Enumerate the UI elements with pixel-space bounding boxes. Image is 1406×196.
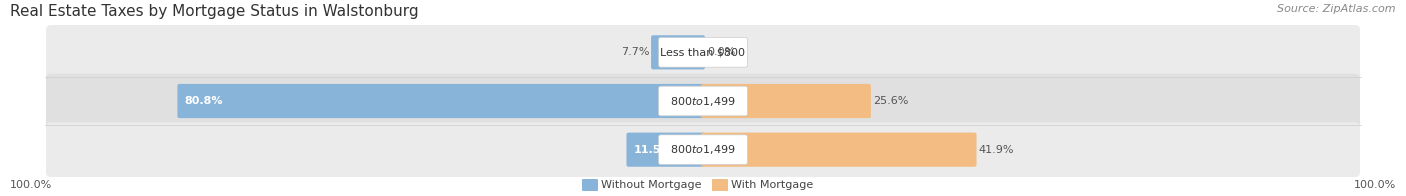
FancyBboxPatch shape bbox=[658, 135, 748, 164]
FancyBboxPatch shape bbox=[46, 74, 1360, 128]
Text: 100.0%: 100.0% bbox=[10, 180, 52, 190]
Text: $800 to $1,499: $800 to $1,499 bbox=[671, 143, 735, 156]
FancyBboxPatch shape bbox=[46, 122, 1360, 177]
FancyBboxPatch shape bbox=[702, 132, 977, 167]
FancyBboxPatch shape bbox=[582, 179, 598, 191]
Text: $800 to $1,499: $800 to $1,499 bbox=[671, 94, 735, 107]
Text: 80.8%: 80.8% bbox=[184, 96, 224, 106]
Text: 25.6%: 25.6% bbox=[873, 96, 908, 106]
FancyBboxPatch shape bbox=[177, 84, 704, 118]
FancyBboxPatch shape bbox=[658, 86, 748, 116]
FancyBboxPatch shape bbox=[658, 37, 748, 67]
Text: Less than $800: Less than $800 bbox=[661, 47, 745, 57]
Text: Without Mortgage: Without Mortgage bbox=[600, 180, 702, 190]
Text: With Mortgage: With Mortgage bbox=[731, 180, 813, 190]
Text: 11.5%: 11.5% bbox=[634, 145, 672, 155]
FancyBboxPatch shape bbox=[627, 132, 704, 167]
FancyBboxPatch shape bbox=[46, 25, 1360, 80]
FancyBboxPatch shape bbox=[702, 84, 870, 118]
Text: 0.0%: 0.0% bbox=[707, 47, 735, 57]
Text: 7.7%: 7.7% bbox=[620, 47, 650, 57]
Text: Source: ZipAtlas.com: Source: ZipAtlas.com bbox=[1278, 4, 1396, 14]
Text: Real Estate Taxes by Mortgage Status in Walstonburg: Real Estate Taxes by Mortgage Status in … bbox=[10, 4, 419, 19]
FancyBboxPatch shape bbox=[651, 35, 704, 69]
Text: 100.0%: 100.0% bbox=[1354, 180, 1396, 190]
Text: 41.9%: 41.9% bbox=[979, 145, 1014, 155]
FancyBboxPatch shape bbox=[711, 179, 728, 191]
